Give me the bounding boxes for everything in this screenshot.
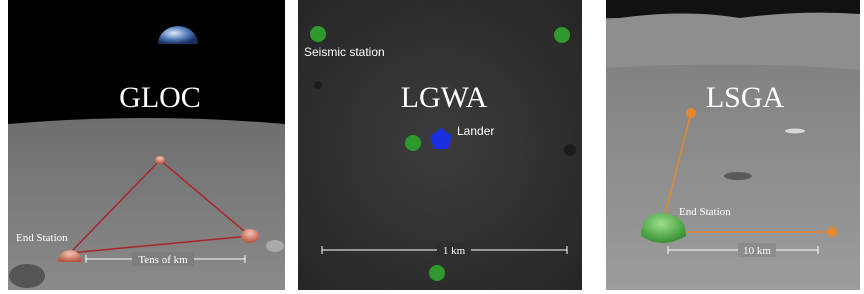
station bbox=[241, 229, 259, 243]
panel-title: LSGA bbox=[706, 81, 785, 114]
seismic-station bbox=[554, 27, 570, 43]
crater bbox=[724, 172, 752, 180]
station bbox=[827, 227, 837, 237]
figure: GLOC End Station Tens of km LGWA Seismic… bbox=[0, 0, 864, 294]
panel-lsga: LSGA End Station 10 km bbox=[606, 0, 860, 290]
seismic-station bbox=[310, 26, 326, 42]
scale-label: 1 km bbox=[443, 245, 466, 257]
panel-title: GLOC bbox=[119, 81, 201, 114]
panel-title: LGWA bbox=[401, 81, 488, 114]
crater bbox=[314, 81, 322, 89]
hills bbox=[606, 13, 860, 70]
label: End Station bbox=[16, 232, 68, 244]
seismic-station bbox=[405, 135, 421, 151]
scale-label: 10 km bbox=[743, 245, 771, 257]
panel-lgwa: LGWA Seismic station Lander 1 km bbox=[298, 0, 582, 290]
crater bbox=[564, 144, 576, 156]
scale-label: Tens of km bbox=[138, 254, 188, 266]
seismic-station bbox=[429, 265, 445, 281]
label: Seismic station bbox=[304, 45, 385, 59]
label: End Station bbox=[679, 206, 731, 218]
station bbox=[686, 108, 696, 118]
label: Lander bbox=[457, 124, 494, 138]
crater bbox=[9, 264, 45, 288]
panel-gloc: GLOC End Station Tens of km bbox=[8, 0, 285, 290]
crater bbox=[266, 240, 284, 252]
station bbox=[155, 156, 165, 164]
rock bbox=[785, 129, 805, 134]
